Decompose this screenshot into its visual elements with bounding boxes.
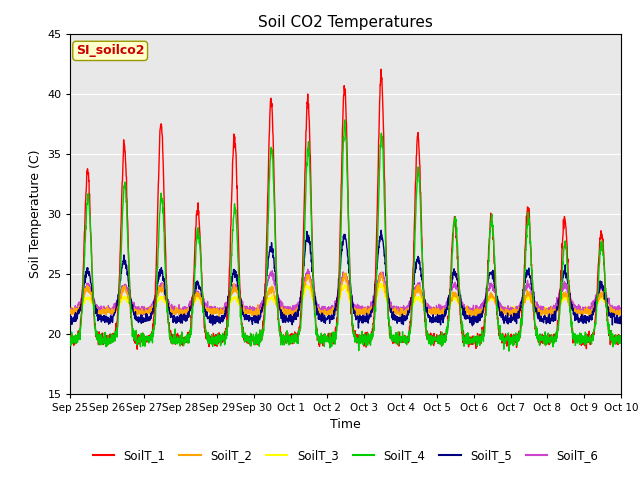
SoilT_4 — [617, 338, 625, 344]
SoilT_2 — [374, 288, 381, 293]
SoilT_1 — [617, 335, 625, 341]
SoilT_1 — [133, 347, 141, 352]
SoilT_6 — [569, 299, 577, 304]
X-axis label: Time: Time — [330, 418, 361, 431]
SoilT_3 — [220, 304, 228, 310]
SoilT_2 — [569, 307, 577, 313]
SoilT_3 — [569, 305, 577, 311]
SoilT_3 — [376, 280, 384, 286]
Line: SoilT_4: SoilT_4 — [70, 120, 621, 351]
SoilT_4 — [505, 348, 513, 354]
SoilT_1 — [362, 334, 369, 339]
SoilT_2 — [506, 309, 514, 315]
SoilT_6 — [506, 308, 514, 314]
SoilT_1 — [220, 331, 228, 337]
SoilT_4 — [220, 338, 228, 344]
SoilT_4 — [569, 335, 577, 341]
SoilT_6 — [374, 277, 381, 283]
SoilT_6 — [360, 312, 368, 318]
Line: SoilT_1: SoilT_1 — [70, 69, 621, 349]
SoilT_1 — [569, 328, 577, 334]
SoilT_4 — [506, 338, 514, 344]
SoilT_5 — [617, 313, 625, 319]
SoilT_4 — [67, 335, 74, 340]
SoilT_3 — [170, 311, 177, 316]
SoilT_3 — [67, 307, 74, 312]
SoilT_3 — [584, 303, 592, 309]
SoilT_6 — [220, 306, 228, 312]
SoilT_2 — [584, 308, 592, 314]
SoilT_2 — [220, 307, 228, 312]
SoilT_5 — [362, 316, 369, 322]
SoilT_2 — [67, 311, 74, 317]
Title: Soil CO2 Temperatures: Soil CO2 Temperatures — [258, 15, 433, 30]
SoilT_2 — [396, 314, 404, 320]
SoilT_2 — [378, 269, 385, 275]
SoilT_4 — [341, 117, 349, 123]
SoilT_1 — [374, 191, 381, 196]
SoilT_2 — [362, 311, 369, 317]
SoilT_3 — [617, 306, 625, 312]
SoilT_5 — [506, 319, 514, 324]
Legend: SoilT_1, SoilT_2, SoilT_3, SoilT_4, SoilT_5, SoilT_6: SoilT_1, SoilT_2, SoilT_3, SoilT_4, Soil… — [88, 444, 604, 467]
SoilT_6 — [617, 309, 625, 315]
Text: SI_soilco2: SI_soilco2 — [76, 44, 145, 58]
SoilT_1 — [378, 66, 385, 72]
SoilT_5 — [374, 257, 381, 263]
SoilT_5 — [67, 312, 74, 318]
SoilT_1 — [67, 335, 74, 341]
SoilT_5 — [378, 228, 385, 233]
SoilT_5 — [355, 325, 362, 331]
Line: SoilT_2: SoilT_2 — [70, 272, 621, 317]
SoilT_4 — [374, 235, 381, 240]
Line: SoilT_3: SoilT_3 — [70, 283, 621, 313]
SoilT_1 — [584, 334, 592, 340]
SoilT_1 — [506, 339, 514, 345]
SoilT_5 — [584, 314, 592, 320]
SoilT_3 — [506, 307, 514, 312]
Line: SoilT_6: SoilT_6 — [70, 269, 621, 315]
Y-axis label: Soil Temperature (C): Soil Temperature (C) — [29, 149, 42, 278]
SoilT_6 — [362, 305, 370, 311]
SoilT_3 — [362, 307, 369, 313]
SoilT_2 — [617, 310, 625, 315]
SoilT_4 — [584, 336, 592, 342]
SoilT_6 — [304, 266, 312, 272]
SoilT_5 — [220, 313, 228, 319]
SoilT_4 — [362, 333, 369, 338]
SoilT_6 — [67, 308, 74, 313]
SoilT_3 — [374, 291, 381, 297]
SoilT_6 — [584, 305, 592, 311]
Line: SoilT_5: SoilT_5 — [70, 230, 621, 328]
SoilT_5 — [569, 307, 577, 313]
